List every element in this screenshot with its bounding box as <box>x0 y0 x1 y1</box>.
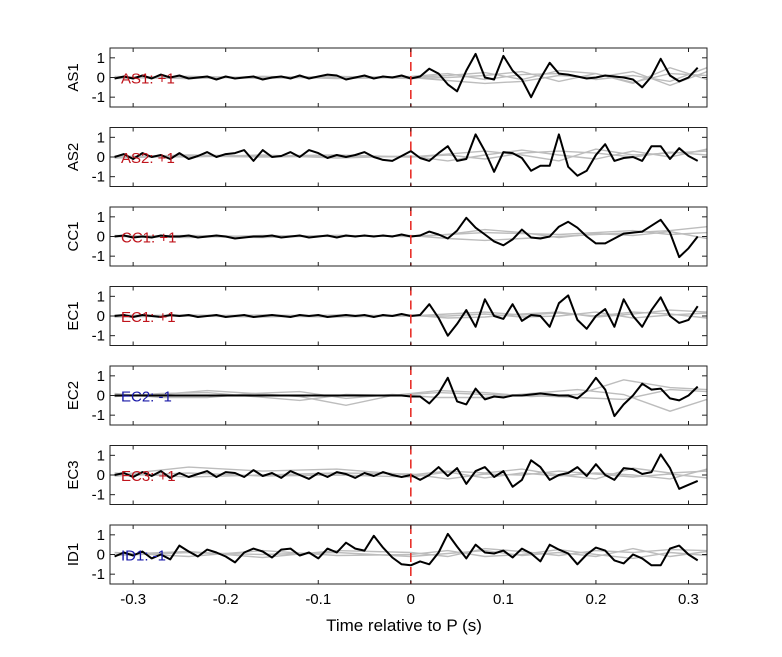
y-tick-label: -1 <box>92 328 105 345</box>
polarity-annotation-ec2: EC2: -1 <box>121 389 172 406</box>
polarity-annotation-ec3: EC3: +1 <box>121 468 176 485</box>
y-tick-label: -1 <box>92 169 105 186</box>
y-tick-label: 1 <box>97 50 105 67</box>
y-tick-label: 0 <box>97 149 105 166</box>
polarity-annotation-ec1: EC1: +1 <box>121 309 176 326</box>
y-tick-label: -1 <box>92 487 105 504</box>
polarity-annotation-as2: AS2: +1 <box>121 150 175 167</box>
main-trace-ec3 <box>114 453 699 490</box>
panel-ec3: EC3: +1 1 0 -1 EC3 <box>65 445 708 505</box>
main-trace-as2 <box>114 133 699 177</box>
polarity-annotation-id1: ID1: -1 <box>121 548 166 565</box>
y-tick-label: 1 <box>97 368 105 385</box>
x-tick-label: 0.2 <box>586 591 607 608</box>
x-tick-label: 0 <box>407 591 415 608</box>
panel-cc1: CC1: +1 1 0 -1 CC1 <box>65 206 708 267</box>
y-tick-label: 0 <box>97 388 105 405</box>
x-tick-label: -0.3 <box>120 591 146 608</box>
main-trace-ec1 <box>114 294 699 337</box>
background-trace-as1-4 <box>114 67 707 83</box>
polarity-annotation-as1: AS1: +1 <box>121 71 175 88</box>
x-tick-label: 0.1 <box>493 591 514 608</box>
background-trace-ec2-1 <box>114 379 707 402</box>
main-trace-cc1 <box>114 216 699 259</box>
background-trace-id1-1 <box>114 547 707 559</box>
main-trace-id1 <box>114 532 699 567</box>
panel-as1: AS1: +1 1 0 -1 AS1 <box>65 47 708 108</box>
x-tick-label: -0.1 <box>305 591 331 608</box>
y-tick-label: 0 <box>97 467 105 484</box>
main-trace-ec2 <box>114 376 699 418</box>
y-tick-label: 1 <box>97 129 105 146</box>
y-tick-label: -1 <box>92 89 105 106</box>
main-trace-as1 <box>114 52 699 99</box>
y-tick-label: 1 <box>97 447 105 464</box>
panel-label-cc1: CC1 <box>65 221 82 251</box>
panel-ec2: EC2: -1 1 0 -1 EC2 <box>65 365 708 426</box>
x-axis: -0.3 -0.2 -0.1 0 0.1 0.2 0.3 <box>120 591 699 608</box>
y-tick-label: 0 <box>97 70 105 87</box>
panel-ec1: EC1: +1 1 0 -1 EC1 <box>65 286 708 346</box>
y-tick-label: -1 <box>92 407 105 424</box>
panel-label-id1: ID1 <box>65 543 82 566</box>
background-trace-ec2-3 <box>114 388 707 407</box>
y-tick-label: -1 <box>92 566 105 583</box>
x-tick-label: -0.2 <box>213 591 239 608</box>
panel-label-ec1: EC1 <box>65 301 82 330</box>
y-tick-label: 1 <box>97 209 105 226</box>
x-axis-label: Time relative to P (s) <box>326 616 482 635</box>
polarity-annotation-cc1: CC1: +1 <box>121 230 176 247</box>
panel-label-as1: AS1 <box>65 63 82 91</box>
background-trace-id1-3 <box>114 547 707 558</box>
background-trace-as2-2 <box>114 148 707 162</box>
y-tick-label: -1 <box>92 248 105 265</box>
y-tick-label: 0 <box>97 547 105 564</box>
y-tick-label: 0 <box>97 229 105 246</box>
panel-id1: ID1: -1 1 0 -1 ID1 <box>65 524 708 585</box>
y-tick-label: 1 <box>97 527 105 544</box>
x-tick-label: 0.3 <box>678 591 699 608</box>
y-tick-label: 0 <box>97 308 105 325</box>
panel-as2: AS2: +1 1 0 -1 AS2 <box>65 127 708 187</box>
y-tick-label: 1 <box>97 288 105 305</box>
panel-label-as2: AS2 <box>65 143 82 171</box>
panel-label-ec2: EC2 <box>65 381 82 410</box>
panel-label-ec3: EC3 <box>65 460 82 489</box>
